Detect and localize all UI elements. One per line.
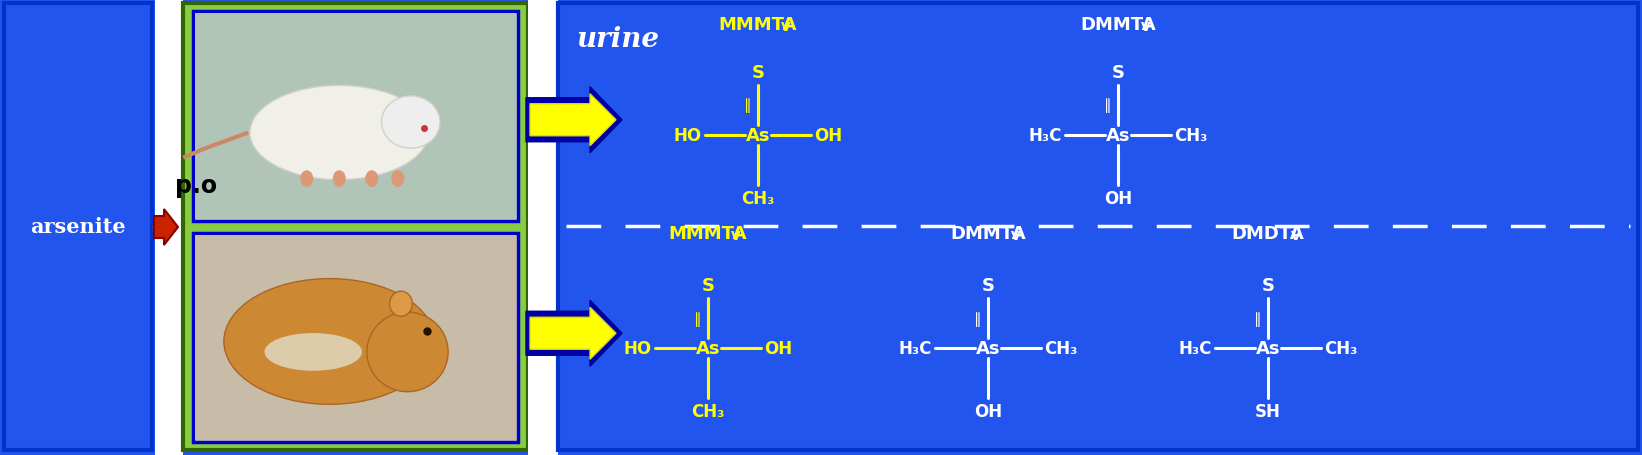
Bar [558, 4, 1639, 450]
Text: H₃C: H₃C [898, 339, 933, 358]
Text: OH: OH [764, 339, 791, 358]
Text: S: S [1261, 277, 1274, 294]
Text: HO: HO [673, 126, 703, 144]
FancyArrow shape [530, 308, 616, 359]
Bar [195, 235, 516, 440]
Text: S: S [982, 277, 995, 294]
Text: CH₃: CH₃ [741, 189, 775, 207]
Text: As: As [1256, 339, 1281, 358]
Text: SH: SH [1254, 402, 1281, 420]
Ellipse shape [381, 96, 440, 149]
Text: ∥: ∥ [1105, 98, 1112, 113]
Text: As: As [745, 126, 770, 144]
FancyArrow shape [525, 87, 622, 153]
Text: H₃C: H₃C [1179, 339, 1212, 358]
Ellipse shape [366, 313, 448, 392]
Ellipse shape [264, 334, 361, 371]
FancyArrow shape [154, 210, 177, 245]
Text: H₃C: H₃C [1028, 126, 1062, 144]
Text: OH: OH [974, 402, 1002, 420]
Text: p.o: p.o [176, 174, 217, 197]
Text: ∥: ∥ [695, 311, 703, 326]
Text: ∥: ∥ [744, 98, 752, 113]
Text: DMMTA: DMMTA [1080, 16, 1156, 34]
Text: ∥: ∥ [1254, 311, 1263, 326]
FancyArrow shape [530, 95, 616, 147]
Text: As: As [975, 339, 1000, 358]
Text: V: V [1291, 229, 1300, 243]
Ellipse shape [250, 86, 429, 180]
Ellipse shape [333, 171, 346, 187]
Text: CH₃: CH₃ [1044, 339, 1077, 358]
Text: As: As [1105, 126, 1130, 144]
Text: V: V [731, 229, 741, 243]
Bar [154, 0, 182, 455]
Ellipse shape [300, 171, 314, 187]
Text: DMDTA: DMDTA [1232, 224, 1304, 243]
Ellipse shape [391, 171, 404, 187]
Text: urine: urine [576, 26, 658, 53]
Text: V: V [780, 21, 790, 34]
Text: DMMTA: DMMTA [951, 224, 1026, 243]
Bar [194, 12, 517, 221]
Ellipse shape [389, 292, 412, 317]
Bar [195, 14, 516, 219]
Text: arsenite: arsenite [30, 217, 126, 237]
Ellipse shape [223, 279, 435, 404]
Bar [3, 4, 153, 450]
Bar [194, 233, 517, 442]
Text: CH₃: CH₃ [1174, 126, 1207, 144]
Text: V: V [1010, 229, 1020, 243]
Text: OH: OH [1103, 189, 1131, 207]
Text: V: V [1141, 21, 1149, 34]
Text: HO: HO [624, 339, 652, 358]
Text: S: S [701, 277, 714, 294]
Text: OH: OH [814, 126, 842, 144]
Text: As: As [696, 339, 721, 358]
Bar [182, 4, 529, 450]
Text: CH₃: CH₃ [1323, 339, 1358, 358]
Ellipse shape [365, 171, 378, 187]
Text: S: S [752, 64, 765, 81]
Text: MMMTA: MMMTA [668, 224, 747, 243]
FancyArrow shape [525, 301, 622, 366]
Text: S: S [1112, 64, 1125, 81]
Text: ∥: ∥ [974, 311, 982, 326]
Bar [529, 0, 558, 455]
Text: MMMTA: MMMTA [719, 16, 798, 34]
Text: CH₃: CH₃ [691, 402, 724, 420]
